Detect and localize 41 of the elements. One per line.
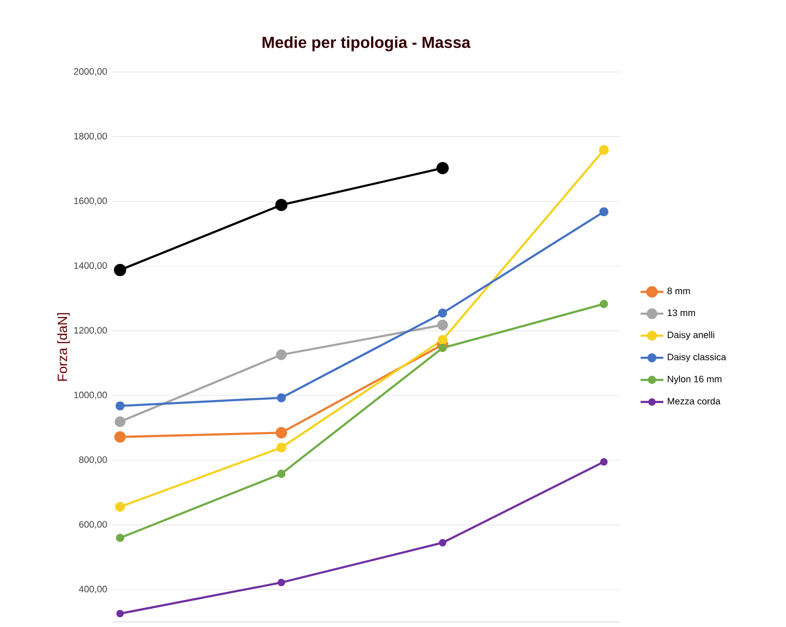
point bbox=[276, 442, 286, 453]
y-tick-label: 1400,00 bbox=[74, 262, 107, 270]
point bbox=[438, 308, 448, 318]
point bbox=[600, 458, 608, 466]
point bbox=[600, 300, 608, 308]
point bbox=[277, 470, 286, 478]
point bbox=[114, 264, 126, 276]
point bbox=[276, 349, 287, 360]
y-tick-label: 600,00 bbox=[79, 521, 107, 529]
point bbox=[115, 502, 126, 512]
y-tick-label: 1000,00 bbox=[74, 392, 107, 400]
y-axis-title: Forza [daN] bbox=[57, 313, 70, 381]
point bbox=[114, 416, 126, 428]
y-tick-label: 1600,00 bbox=[74, 198, 107, 206]
legend-label: 13 mm bbox=[668, 309, 695, 316]
point bbox=[114, 431, 126, 443]
y-tick-label: 2000,00 bbox=[74, 68, 107, 76]
y-tick-label: 800,00 bbox=[79, 456, 107, 464]
point bbox=[275, 198, 288, 212]
point bbox=[436, 162, 449, 174]
point bbox=[599, 207, 608, 216]
legend-label: Daisy classica bbox=[668, 353, 726, 362]
point bbox=[438, 538, 446, 546]
y-tick-label: 400,00 bbox=[78, 586, 107, 594]
legend-label: Nylon 16 mm bbox=[668, 376, 722, 384]
point bbox=[598, 145, 609, 155]
point bbox=[437, 320, 448, 330]
point bbox=[116, 401, 125, 410]
point bbox=[438, 344, 447, 352]
chart-title: Medie per tipologia - Massa bbox=[262, 36, 471, 52]
point bbox=[278, 578, 286, 586]
y-tick-label: 1800,00 bbox=[74, 132, 107, 141]
point bbox=[276, 393, 286, 402]
point bbox=[116, 534, 124, 542]
legend-label: 8 mm bbox=[667, 288, 690, 294]
legend-label: Daisy anelli bbox=[668, 331, 714, 340]
point bbox=[116, 610, 124, 618]
point bbox=[276, 426, 288, 438]
point bbox=[438, 334, 448, 345]
y-tick-label: 1200,00 bbox=[74, 326, 107, 335]
legend-label: Mezza corda bbox=[668, 398, 720, 404]
